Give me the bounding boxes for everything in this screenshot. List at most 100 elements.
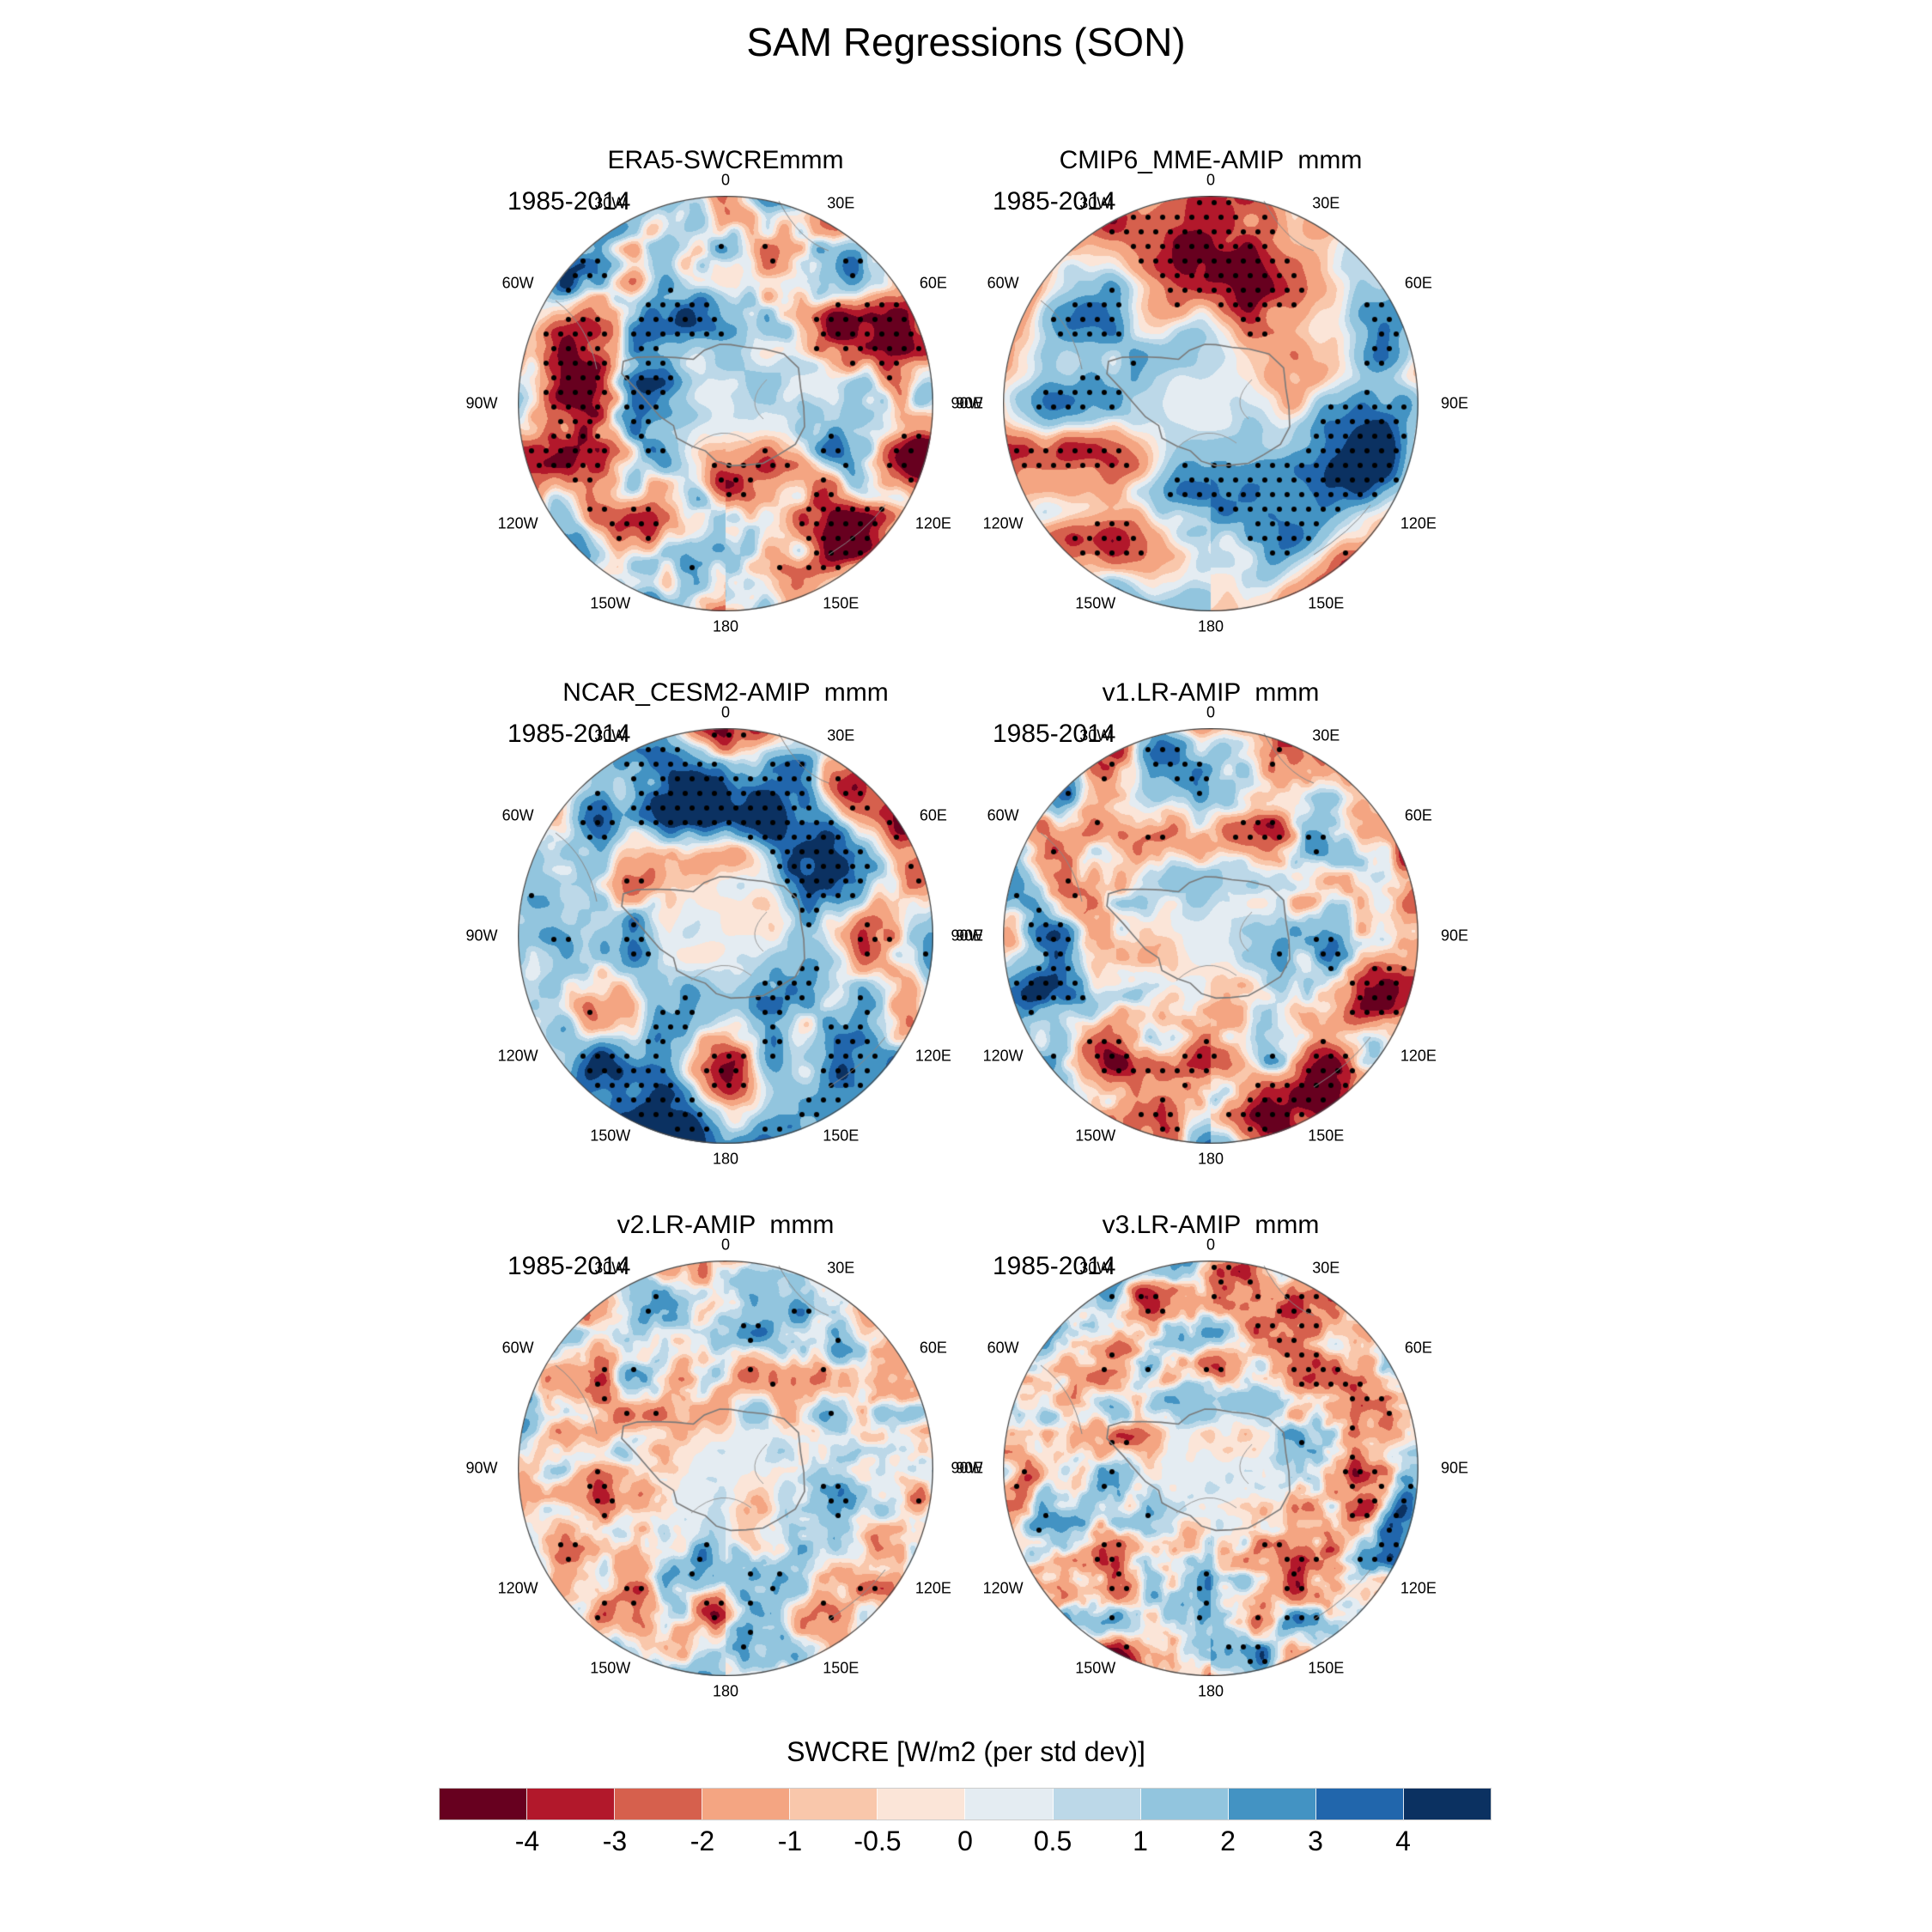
colorbar-segment-10 bbox=[1315, 1789, 1404, 1820]
colorbar-segment-8 bbox=[1140, 1789, 1229, 1820]
colorbar-segment-4 bbox=[790, 1789, 878, 1820]
lon-label-60E: 60E bbox=[919, 806, 947, 824]
panel-title: NCAR_CESM2-AMIP mmm bbox=[562, 678, 889, 707]
lon-label-150W: 150W bbox=[1075, 1659, 1116, 1676]
lon-label-150W: 150W bbox=[1075, 594, 1116, 611]
lon-label-150W: 150W bbox=[590, 594, 631, 611]
lon-label-120W: 120W bbox=[497, 514, 538, 532]
lon-label-90W: 90W bbox=[951, 394, 983, 412]
lon-label-90E: 90E bbox=[1440, 927, 1469, 945]
lon-label-180: 180 bbox=[1197, 617, 1224, 635]
lon-label-30E: 30E bbox=[827, 194, 855, 212]
lon-label-120W: 120W bbox=[982, 514, 1024, 532]
lon-label-90W: 90W bbox=[465, 1459, 498, 1477]
lon-label-0: 0 bbox=[720, 703, 731, 721]
lon-label-60E: 60E bbox=[1404, 274, 1432, 292]
colorbar-tick--3: -3 bbox=[602, 1826, 628, 1856]
colorbar-segment-2 bbox=[615, 1789, 703, 1820]
lon-label-150E: 150E bbox=[823, 1659, 860, 1676]
lon-label-120E: 120E bbox=[1400, 1047, 1437, 1065]
lon-label-120E: 120E bbox=[1400, 1579, 1437, 1597]
panel-title: v1.LR-AMIP mmm bbox=[1102, 678, 1320, 707]
colorbar-tick--4: -4 bbox=[514, 1826, 540, 1856]
colorbar-tick-labels: -4 -3 -2 -1 -0.5 0 0.5 1 2 3 4 bbox=[440, 1826, 1491, 1863]
lon-label-30W: 30W bbox=[594, 726, 627, 744]
lon-label-150E: 150E bbox=[823, 594, 860, 611]
panel-title: v2.LR-AMIP mmm bbox=[617, 1211, 835, 1239]
lon-label-120E: 120E bbox=[914, 1047, 951, 1065]
lon-label-60E: 60E bbox=[919, 274, 947, 292]
map-panel-v2: v2.LR-AMIP mmm 1985-2014 030E60E90E120E1… bbox=[465, 1185, 984, 1769]
lon-label-120E: 120E bbox=[914, 514, 951, 532]
panel-title: ERA5-SWCREmmm bbox=[607, 146, 844, 174]
lon-label-90W: 90W bbox=[465, 927, 498, 945]
colorbar-tick-0: 0 bbox=[957, 1826, 973, 1856]
lon-label-60W: 60W bbox=[501, 1339, 534, 1357]
colorbar-tick-1: 1 bbox=[1133, 1826, 1148, 1856]
lon-label-150E: 150E bbox=[1308, 1127, 1345, 1144]
colorbar-tick-3: 3 bbox=[1308, 1826, 1323, 1856]
lon-label-90E: 90E bbox=[955, 394, 984, 412]
lon-label-120W: 120W bbox=[982, 1579, 1024, 1597]
colorbar bbox=[439, 1788, 1492, 1820]
colorbar-tick-0.5: 0.5 bbox=[1033, 1826, 1072, 1856]
lon-label-60W: 60W bbox=[987, 274, 1019, 292]
lon-label-60E: 60E bbox=[919, 1339, 947, 1357]
lon-label-90E: 90E bbox=[955, 927, 984, 945]
lon-label-60W: 60W bbox=[501, 806, 534, 824]
lon-label-120E: 120E bbox=[1400, 514, 1437, 532]
lon-label-0: 0 bbox=[1206, 1236, 1216, 1254]
lon-label-90W: 90W bbox=[951, 1459, 983, 1477]
lon-label-30E: 30E bbox=[1312, 726, 1340, 744]
lon-label-150W: 150W bbox=[590, 1127, 631, 1144]
colorbar-segment-3 bbox=[702, 1789, 791, 1820]
colorbar-tick-4: 4 bbox=[1395, 1826, 1411, 1856]
colorbar-title: SWCRE [W/m2 (per std dev)] bbox=[787, 1736, 1145, 1767]
figure-title: SAM Regressions (SON) bbox=[746, 20, 1186, 64]
lon-label-0: 0 bbox=[720, 171, 731, 189]
lon-label-60W: 60W bbox=[987, 1339, 1019, 1357]
lon-label-0: 0 bbox=[720, 1236, 731, 1254]
lon-label-120W: 120W bbox=[982, 1047, 1024, 1065]
panel-title: v3.LR-AMIP mmm bbox=[1102, 1211, 1320, 1239]
lon-label-150E: 150E bbox=[823, 1127, 860, 1144]
lon-label-30W: 30W bbox=[594, 1259, 627, 1277]
colorbar-segment-0 bbox=[440, 1789, 528, 1820]
lon-label-180: 180 bbox=[712, 1150, 739, 1168]
lon-label-60E: 60E bbox=[1404, 806, 1432, 824]
lon-label-60E: 60E bbox=[1404, 1339, 1432, 1357]
lon-label-30W: 30W bbox=[594, 194, 627, 212]
lon-label-150W: 150W bbox=[1075, 1127, 1116, 1144]
lon-label-90E: 90E bbox=[955, 1459, 984, 1477]
lon-label-30W: 30W bbox=[1079, 1259, 1112, 1277]
map-panel-ncar: NCAR_CESM2-AMIP mmm 1985-2014 030E60E90E… bbox=[465, 653, 984, 1236]
colorbar-segment-5 bbox=[878, 1789, 966, 1820]
lon-label-90E: 90E bbox=[1440, 1459, 1469, 1477]
map-panel-v1: v1.LR-AMIP mmm 1985-2014 030E60E90E120E1… bbox=[951, 653, 1469, 1236]
lon-label-0: 0 bbox=[1206, 703, 1216, 721]
polar-map bbox=[1003, 196, 1419, 611]
lon-label-30E: 30E bbox=[827, 726, 855, 744]
lon-label-90W: 90W bbox=[951, 927, 983, 945]
map-panel-era5: ERA5-SWCREmmm 1985-2014 030E60E90E120E15… bbox=[465, 120, 984, 704]
lon-label-150E: 150E bbox=[1308, 1659, 1345, 1676]
lon-label-30E: 30E bbox=[827, 1259, 855, 1277]
colorbar-tick--0.5: -0.5 bbox=[854, 1826, 902, 1856]
lon-label-180: 180 bbox=[1197, 1150, 1224, 1168]
colorbar-segment-1 bbox=[527, 1789, 616, 1820]
colorbar-segment-7 bbox=[1053, 1789, 1141, 1820]
lon-label-60W: 60W bbox=[987, 806, 1019, 824]
lon-label-180: 180 bbox=[1197, 1682, 1224, 1700]
colorbar-tick-2: 2 bbox=[1220, 1826, 1236, 1856]
lon-label-0: 0 bbox=[1206, 171, 1216, 189]
polar-map bbox=[518, 1261, 933, 1676]
lon-label-120E: 120E bbox=[914, 1579, 951, 1597]
lon-label-30W: 30W bbox=[1079, 726, 1112, 744]
colorbar-segment-6 bbox=[965, 1789, 1054, 1820]
colorbar-segment-9 bbox=[1228, 1789, 1316, 1820]
lon-label-150W: 150W bbox=[590, 1659, 631, 1676]
lon-label-120W: 120W bbox=[497, 1047, 538, 1065]
panel-title: CMIP6_MME-AMIP mmm bbox=[1059, 146, 1363, 174]
polar-map bbox=[518, 728, 933, 1144]
colorbar-tick--1: -1 bbox=[777, 1826, 803, 1856]
